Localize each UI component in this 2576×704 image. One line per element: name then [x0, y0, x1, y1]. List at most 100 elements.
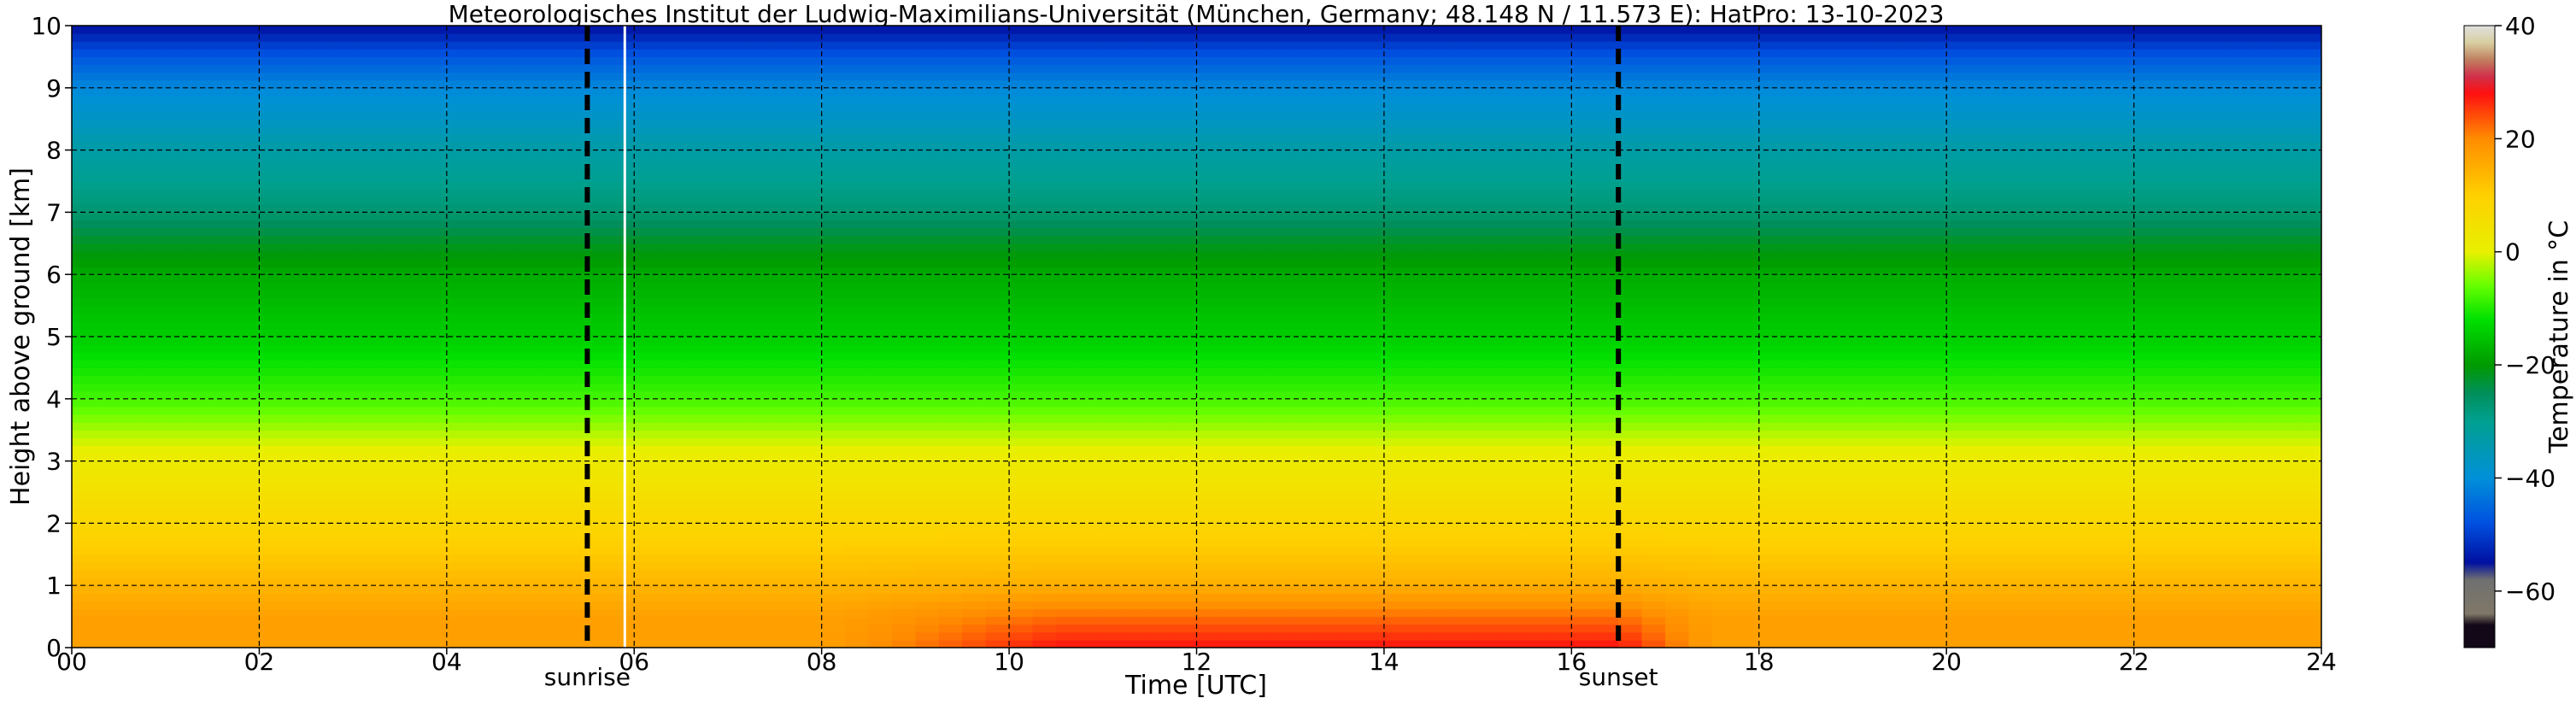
heatmap-cell — [1079, 189, 1104, 197]
heatmap-cell — [1173, 500, 1198, 508]
heatmap-cell — [1009, 360, 1034, 368]
heatmap-cell — [681, 561, 706, 571]
heatmap-cell — [517, 189, 542, 197]
heatmap-cell — [118, 204, 143, 213]
heatmap-cell — [962, 72, 987, 81]
heatmap-cell — [259, 398, 284, 408]
heatmap-cell — [517, 56, 542, 66]
heatmap-cell — [399, 538, 425, 548]
heatmap-cell — [376, 282, 401, 290]
heatmap-cell — [1219, 173, 1244, 182]
heatmap-cell — [1313, 383, 1338, 392]
heatmap-cell — [1501, 398, 1526, 408]
heatmap-cell — [1337, 259, 1362, 267]
heatmap-cell — [1126, 320, 1151, 330]
heatmap-cell — [540, 41, 565, 50]
heatmap-cell — [610, 274, 635, 283]
heatmap-cell — [1196, 64, 1221, 73]
heatmap-cell — [868, 352, 893, 361]
heatmap-cell — [235, 383, 261, 392]
heatmap-cell — [845, 398, 870, 408]
heatmap-column — [1102, 26, 1127, 648]
heatmap-cell — [1477, 437, 1502, 446]
heatmap-cell — [985, 87, 1010, 97]
heatmap-cell — [399, 515, 425, 524]
heatmap-cell — [470, 476, 495, 485]
heatmap-cell — [142, 26, 167, 34]
heatmap-cell — [1383, 134, 1408, 144]
heatmap-cell — [118, 546, 143, 555]
heatmap-cell — [1337, 227, 1362, 237]
heatmap-cell — [962, 79, 987, 89]
heatmap-cell — [587, 344, 612, 353]
heatmap-cell — [587, 259, 612, 267]
heatmap-cell — [1243, 227, 1268, 237]
heatmap-cell — [470, 204, 495, 213]
heatmap-cell — [259, 352, 284, 361]
heatmap-cell — [1454, 189, 1479, 197]
heatmap-cell — [540, 134, 565, 144]
heatmap-cell — [1079, 119, 1104, 127]
heatmap-cell — [306, 103, 331, 112]
heatmap-cell — [563, 142, 588, 151]
heatmap-cell — [189, 631, 214, 641]
heatmap-cell — [1055, 320, 1080, 330]
heatmap-cell — [306, 624, 331, 633]
heatmap-cell — [845, 337, 870, 345]
heatmap-cell — [470, 197, 495, 205]
heatmap-cell — [306, 250, 331, 260]
heatmap-cell — [1407, 390, 1432, 400]
heatmap-cell — [1477, 282, 1502, 290]
heatmap-cell — [72, 26, 97, 34]
heatmap-cell — [1360, 41, 1385, 50]
heatmap-cell — [1360, 282, 1385, 290]
heatmap-cell — [259, 344, 284, 353]
heatmap-cell — [587, 197, 612, 205]
heatmap-cell — [1009, 212, 1034, 221]
heatmap-cell — [704, 507, 729, 516]
heatmap-cell — [1383, 204, 1408, 213]
heatmap-cell — [751, 390, 776, 400]
heatmap-cell — [189, 212, 214, 221]
heatmap-cell — [1407, 492, 1432, 501]
heatmap-cell — [540, 593, 565, 601]
heatmap-cell — [798, 79, 823, 89]
heatmap-cell — [517, 282, 542, 290]
heatmap-cell — [95, 189, 120, 197]
heatmap-cell — [1290, 142, 1315, 151]
heatmap-cell — [517, 250, 542, 260]
heatmap-cell — [446, 344, 471, 353]
heatmap-cell — [798, 259, 823, 267]
heatmap-cell — [95, 437, 120, 446]
heatmap-cell — [1196, 608, 1221, 618]
heatmap-cell — [1337, 538, 1362, 548]
heatmap-cell — [1360, 204, 1385, 213]
heatmap-cell — [681, 204, 706, 213]
heatmap-cell — [1079, 468, 1104, 478]
heatmap-cell — [634, 507, 659, 516]
heatmap-cell — [399, 212, 425, 221]
heatmap-cell — [1360, 570, 1385, 578]
heatmap-cell — [798, 422, 823, 431]
heatmap-cell — [282, 383, 307, 392]
heatmap-cell — [235, 290, 261, 299]
heatmap-cell — [282, 173, 307, 182]
heatmap-cell — [1430, 546, 1455, 555]
heatmap-cell — [915, 352, 940, 361]
heatmap-cell — [1149, 150, 1174, 159]
heatmap-cell — [985, 531, 1010, 540]
heatmap-cell — [399, 500, 425, 508]
heatmap-cell — [1126, 406, 1151, 415]
heatmap-cell — [165, 173, 190, 182]
heatmap-cell — [704, 398, 729, 408]
heatmap-cell — [938, 561, 963, 571]
heatmap-cell — [798, 624, 823, 633]
heatmap-cell — [423, 134, 448, 144]
heatmap-cell — [165, 235, 190, 244]
heatmap-cell — [891, 305, 916, 314]
heatmap-cell — [1430, 608, 1455, 618]
heatmap-cell — [329, 570, 354, 578]
heatmap-cell — [189, 531, 214, 540]
heatmap-cell — [329, 608, 354, 618]
heatmap-cell — [798, 578, 823, 586]
